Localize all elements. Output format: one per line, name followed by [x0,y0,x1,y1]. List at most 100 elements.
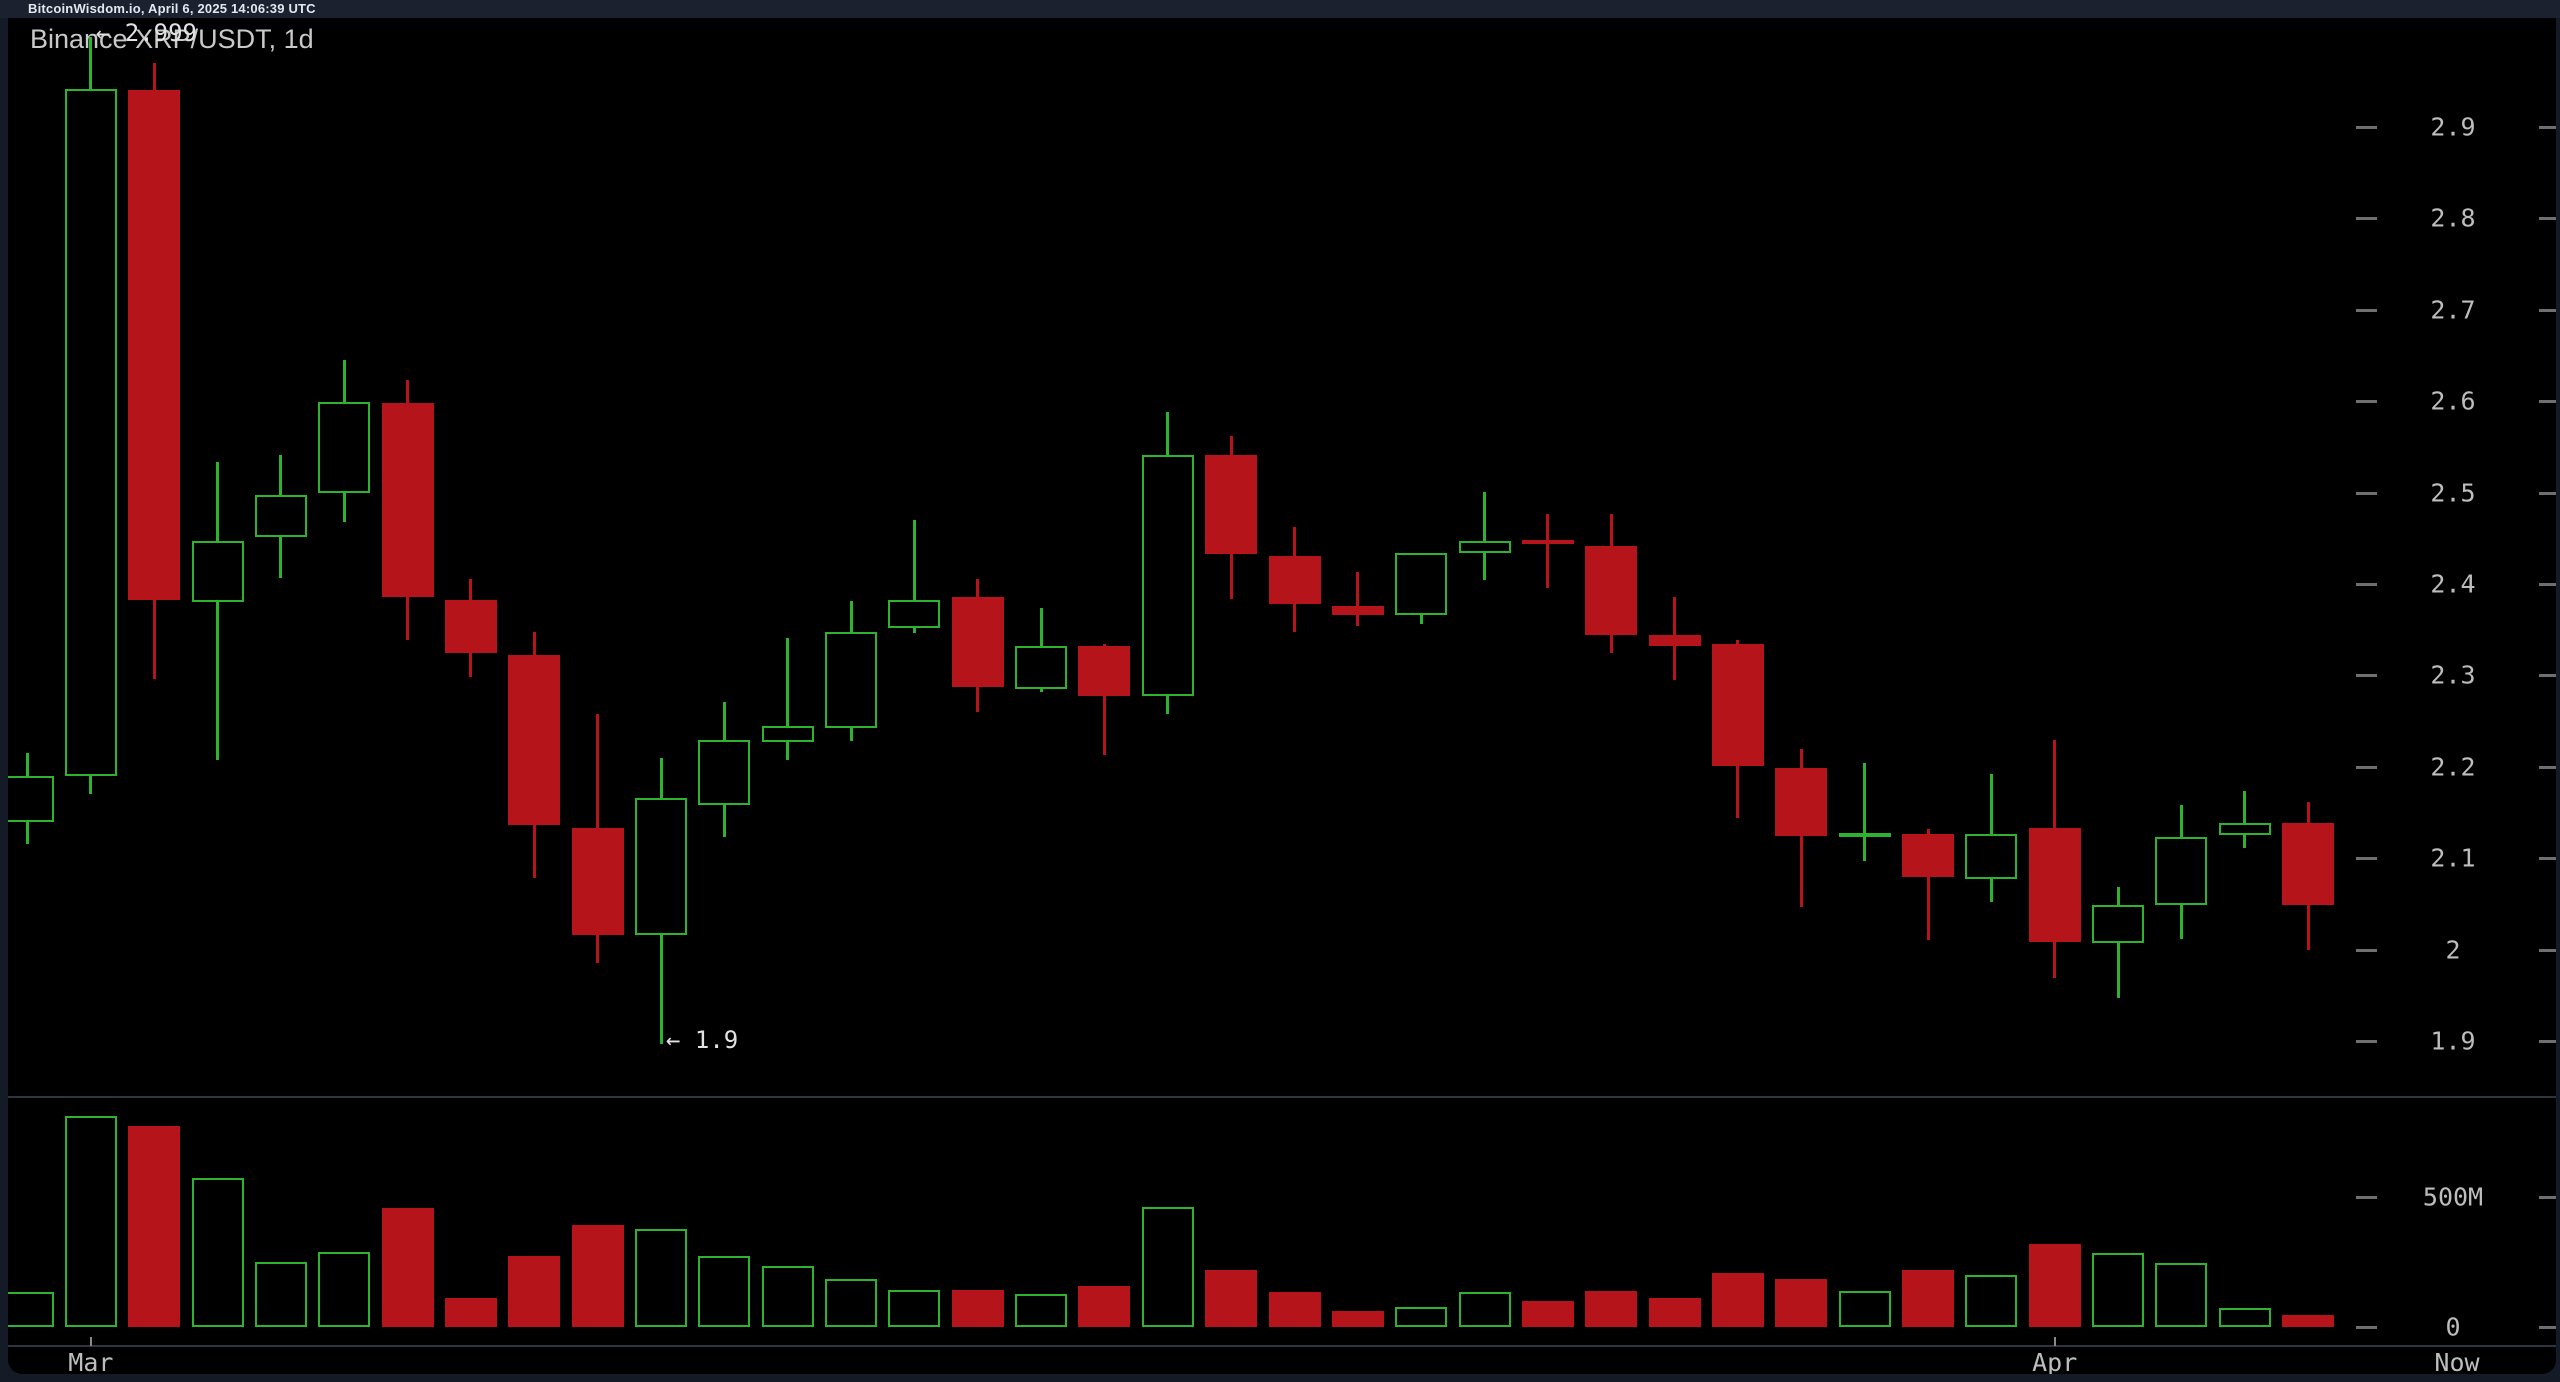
candle-body [1268,555,1321,605]
price-axis-label: 2.9 [2430,112,2476,142]
candle-body [1648,635,1701,647]
time-axis-line [8,1345,2556,1347]
price-axis-label: 1.9 [2430,1026,2476,1056]
volume-bar [571,1225,624,1327]
time-axis-label: Apr [2032,1348,2078,1374]
candle-body [698,740,751,806]
price-annotation: ← 1.9 [666,1025,739,1054]
candle-wick [1863,763,1867,861]
volume-bar [1141,1206,1194,1327]
volume-bar [128,1126,181,1327]
candle-body [888,599,941,628]
price-tick-right [2539,948,2556,952]
candle-body [318,402,371,493]
candle-body [1838,832,1891,837]
price-axis-label: 2.6 [2430,386,2476,416]
candle-wick [1483,491,1487,581]
price-axis-label: 2.2 [2430,752,2476,782]
volume-bar [1902,1270,1954,1327]
candle-wick [1356,572,1360,627]
price-tick-left [2356,126,2377,129]
price-tick-left [2356,948,2377,952]
chart-title: Binance XRP/USDT, 1d [30,24,314,54]
volume-bar [1965,1275,2018,1327]
time-axis-tick [2053,1337,2056,1346]
time-axis-label: Mar [68,1348,114,1374]
volume-bar [1521,1301,1574,1327]
volume-bar [825,1278,878,1327]
candle-body [1078,646,1131,697]
candle-wick [1546,513,1550,588]
volume-bar [1395,1306,1448,1327]
candle-body [1775,767,1828,837]
volume-bar [1585,1290,1638,1327]
volume-bar [635,1228,687,1327]
price-axis-label: 2 [2445,935,2461,965]
candle-body [508,655,561,826]
volume-tick-left [2356,1196,2377,1199]
candle-body [1585,545,1638,636]
header-timestamp: BitcoinWisdom.io, April 6, 2025 14:06:39… [28,1,316,16]
volume-bar [508,1256,561,1327]
pane-divider [8,1096,2556,1098]
volume-bar [318,1252,371,1327]
candle-body [951,596,1004,688]
candle-body [64,88,117,776]
volume-bar [761,1265,814,1327]
chart-canvas[interactable]: Binance XRP/USDT, 1d 2.9 2.8 2.7 2.6 2.5 2.4 2… [8,18,2556,1374]
candle-wick [2243,791,2247,849]
volume-tick-right [2539,1196,2556,1199]
volume-tick-right [2539,1326,2556,1329]
candle-body [128,90,181,601]
candle-wick [912,520,916,634]
price-tick-right [2539,400,2556,404]
price-tick-right [2539,583,2556,586]
price-tick-right [2539,765,2556,769]
price-tick-left [2356,400,2377,404]
price-axis-label: 2.7 [2430,295,2476,325]
volume-bar [1268,1291,1321,1327]
volume-bar [1458,1291,1511,1327]
price-tick-left [2356,674,2377,678]
price-tick-right [2539,491,2556,495]
price-annotation: ← 2.999 [95,18,197,47]
candle-body [381,403,434,597]
volume-axis-label: 500M [2422,1182,2484,1212]
price-axis-label: 2.4 [2430,569,2476,599]
candle-body [1458,541,1511,553]
volume-bar [1331,1310,1384,1327]
volume-bar [1015,1293,1068,1327]
time-axis-tick [89,1337,92,1346]
candle-body [2092,904,2145,944]
candle-body [1205,455,1258,554]
price-tick-right [2539,308,2556,312]
price-tick-right [2539,217,2556,221]
price-tick-left [2356,308,2377,312]
price-axis-label: 2.3 [2430,660,2476,690]
candle-body [1015,646,1068,690]
volume-bar [2218,1308,2271,1327]
candle-wick [1102,644,1106,755]
candle-body [571,828,624,935]
volume-bar [381,1207,434,1327]
volume-bar [254,1262,307,1327]
volume-axis-label: 0 [2445,1312,2461,1342]
price-tick-left [2356,491,2377,495]
candle-body [2155,837,2208,905]
candle-body [761,725,814,743]
price-tick-left [2356,765,2377,769]
volume-bar [1838,1290,1891,1327]
volume-bar [444,1297,497,1327]
price-tick-right [2539,126,2556,129]
price-tick-right [2539,1040,2556,1043]
price-axis-label: 2.5 [2430,478,2476,508]
volume-bar [698,1256,751,1327]
price-axis-label: 2.8 [2430,203,2476,233]
volume-bar [191,1178,244,1327]
volume-bar [888,1290,941,1327]
price-tick-left [2356,217,2377,221]
price-tick-left [2356,1040,2377,1043]
price-tick-right [2539,674,2556,678]
candle-wick [216,462,220,761]
header-bar: BitcoinWisdom.io, April 6, 2025 14:06:39… [0,0,2560,18]
